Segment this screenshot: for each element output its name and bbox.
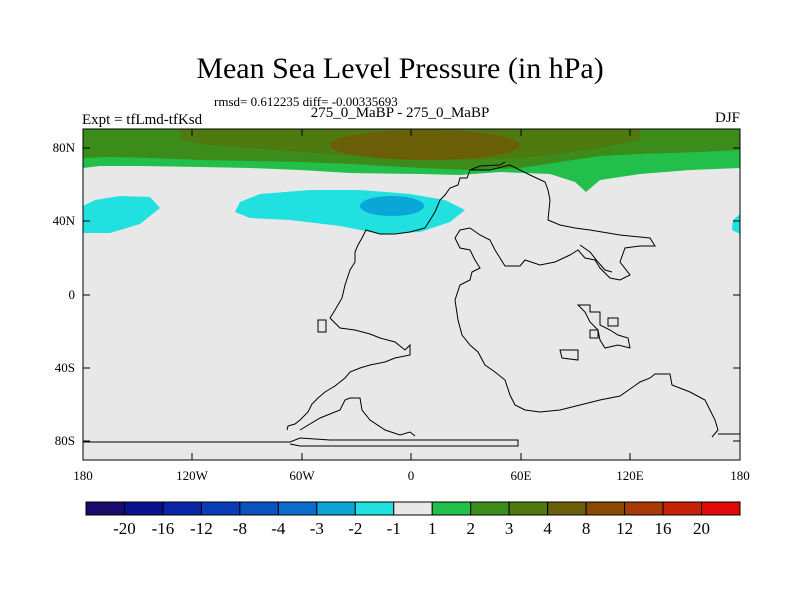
colorbar: -20 -16 -12 -8 -4 -3 -2 -1 1 2 3 4 8 12 16 20	[85, 501, 741, 538]
colorbar-label: -4	[271, 519, 286, 538]
colorbar-swatch	[585, 501, 626, 516]
colorbar-swatch	[277, 501, 318, 516]
season-label: DJF	[714, 110, 740, 126]
coastlines	[83, 161, 740, 447]
lat-label: 40S	[55, 360, 75, 375]
colorbar-label: 3	[505, 519, 514, 538]
lat-label: 80S	[55, 433, 75, 448]
lat-label: 0	[69, 287, 76, 302]
colorbar-label: 2	[466, 519, 475, 538]
colorbar-label: 1	[428, 519, 437, 538]
colorbar-swatch	[547, 501, 587, 516]
colorbar-label: 8	[582, 519, 591, 538]
colorbar-swatch	[431, 501, 472, 516]
colorbar-swatch	[624, 501, 664, 516]
lon-label: 120W	[176, 468, 209, 483]
colorbar-swatch	[200, 501, 241, 516]
experiment-label: Expt = tfLmd-tfKsd	[82, 112, 203, 128]
runs-label: 275_0_MaBP - 275_0_MaBP	[310, 105, 490, 121]
colorbar-label: -16	[152, 519, 175, 538]
negative-core	[360, 196, 424, 216]
latitude-axis: 80N 40N 0 40S 80S	[53, 140, 740, 448]
colorbar-label: -20	[113, 519, 136, 538]
colorbar-label: 12	[616, 519, 633, 538]
colorbar-swatch	[662, 501, 703, 516]
map-background	[83, 129, 740, 460]
longitude-axis: 180 120W 60W 0 60E 120E 180	[73, 129, 750, 483]
colorbar-label: -1	[387, 519, 401, 538]
colorbar-label: -12	[190, 519, 213, 538]
lon-label: 60E	[511, 468, 532, 483]
lon-label: 120E	[616, 468, 644, 483]
colorbar-label: -2	[348, 519, 362, 538]
page-title: Mean Sea Level Pressure (in hPa)	[196, 52, 604, 85]
colorbar-label: 16	[655, 519, 672, 538]
colorbar-swatch	[162, 501, 202, 516]
lon-label: 180	[730, 468, 750, 483]
colorbar-label: 20	[693, 519, 710, 538]
colorbar-swatch	[354, 501, 395, 516]
colorbar-swatch	[85, 501, 125, 516]
colorbar-swatch	[239, 501, 279, 516]
colorbar-swatch	[701, 501, 741, 516]
colorbar-swatch	[508, 501, 549, 516]
lat-label: 40N	[53, 213, 76, 228]
negative-band-left	[83, 196, 160, 233]
colorbar-label: -3	[310, 519, 324, 538]
lon-label: 60W	[289, 468, 315, 483]
colorbar-label: 4	[543, 519, 552, 538]
stats-line: rmsd= 0.612235 diff= -0.00335693	[214, 94, 398, 109]
colorbar-label: -8	[233, 519, 247, 538]
colorbar-swatch	[393, 501, 433, 516]
colorbar-swatch	[123, 501, 164, 516]
lon-label: 0	[408, 468, 415, 483]
colorbar-swatch	[316, 501, 356, 516]
map-panel: 80N 40N 0 40S 80S 180 120W 60W 0 60E 120…	[53, 128, 750, 483]
colorbar-swatch	[470, 501, 510, 516]
lon-label: 180	[73, 468, 93, 483]
positive-peak	[330, 130, 520, 160]
lat-label: 80N	[53, 140, 76, 155]
negative-band-right	[732, 214, 740, 234]
